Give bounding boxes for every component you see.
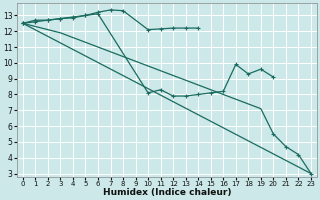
X-axis label: Humidex (Indice chaleur): Humidex (Indice chaleur) [103,188,231,197]
